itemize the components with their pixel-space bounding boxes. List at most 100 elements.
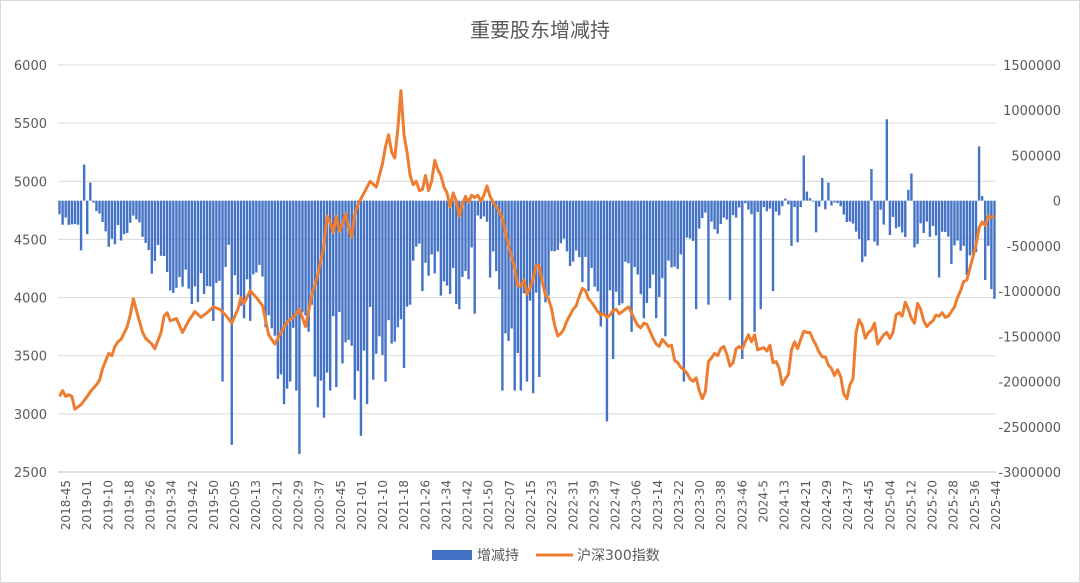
bar — [738, 200, 741, 208]
bar — [488, 200, 492, 278]
bar — [593, 200, 596, 287]
bar — [667, 200, 670, 261]
bar — [408, 200, 412, 305]
bar — [861, 200, 864, 263]
bar — [245, 200, 249, 280]
bar — [578, 200, 581, 258]
bar — [181, 200, 184, 287]
x-tick-label: 2021-26 — [418, 480, 432, 530]
bar — [356, 200, 360, 371]
bar — [162, 200, 166, 257]
bar — [544, 200, 547, 303]
bar — [781, 200, 784, 207]
bar — [242, 200, 246, 319]
bar — [531, 200, 535, 394]
bar — [771, 200, 775, 292]
bar — [651, 200, 655, 275]
bar — [633, 200, 636, 268]
bar — [661, 200, 664, 279]
bar — [399, 200, 403, 320]
bar — [215, 200, 218, 283]
y-right-tick-label: -2000000 — [998, 376, 1061, 391]
y-left-tick-label: 3000 — [14, 408, 47, 423]
x-tick-label: 2021-01 — [355, 480, 369, 530]
x-tick-label: 2019-26 — [144, 480, 158, 530]
bar — [833, 200, 836, 203]
bar — [845, 200, 849, 223]
bar — [528, 200, 532, 301]
bar — [885, 119, 889, 201]
bar — [159, 200, 163, 256]
bar — [744, 200, 747, 204]
bar — [575, 200, 578, 251]
bar — [805, 191, 809, 201]
bar — [196, 200, 200, 302]
bar — [415, 200, 418, 247]
bar — [645, 200, 649, 303]
x-tick-label: 2019-50 — [207, 480, 221, 530]
bar — [581, 200, 584, 283]
x-tick-label: 2025-36 — [968, 480, 982, 530]
bar — [430, 200, 433, 255]
bar — [338, 200, 341, 313]
bar — [365, 200, 369, 405]
bar — [156, 200, 160, 246]
x-tick-label: 2022-07 — [503, 480, 517, 530]
legend: 增减持 沪深300指数 — [432, 548, 660, 564]
x-tick-label: 2024-5 — [757, 480, 771, 523]
bar — [602, 200, 606, 313]
y-left-tick-label: 6000 — [14, 59, 47, 74]
bar — [590, 200, 593, 268]
bar — [922, 200, 925, 233]
bar — [236, 200, 240, 295]
bar — [187, 200, 190, 289]
bar — [89, 182, 92, 201]
bar — [587, 200, 590, 292]
bar — [968, 200, 972, 256]
bar — [904, 200, 907, 237]
bar — [864, 200, 867, 257]
line-series — [58, 89, 995, 411]
bar — [476, 200, 479, 216]
bar — [433, 200, 436, 274]
bar — [750, 200, 753, 215]
bar — [464, 200, 467, 271]
bar — [777, 200, 781, 216]
x-tick-label: 2023-22 — [672, 480, 686, 530]
bar — [285, 200, 289, 389]
x-tick-label: 2022-39 — [587, 480, 601, 530]
bar — [113, 200, 117, 245]
x-tick-label: 2024-37 — [841, 480, 855, 530]
x-tick-label: 2024-13 — [778, 480, 792, 530]
bar — [888, 200, 892, 236]
bar — [851, 200, 855, 224]
bar — [325, 200, 329, 373]
y-right-tick-label: -3000000 — [998, 466, 1061, 481]
bar — [971, 200, 975, 260]
y-right-tick-label: 1500000 — [1003, 59, 1061, 74]
bar — [172, 200, 175, 293]
bar — [92, 200, 95, 203]
bar — [328, 200, 332, 391]
bar — [82, 164, 86, 201]
bar — [867, 200, 870, 241]
bar — [694, 200, 698, 310]
bar — [611, 200, 615, 359]
bar — [768, 200, 772, 209]
bar — [495, 200, 498, 272]
bar — [701, 200, 704, 219]
bar — [368, 200, 372, 307]
y-right-tick-label: 0 — [1053, 195, 1061, 210]
x-axis: 2018-45 2019-01 2019-10 2019-18 2019-26 2019-… — [58, 471, 1003, 530]
x-tick-label: 2019-18 — [122, 480, 136, 530]
bar — [375, 200, 378, 354]
bar — [95, 200, 98, 212]
bar — [624, 200, 627, 262]
x-tick-label: 2025-04 — [883, 480, 897, 530]
bar — [76, 200, 80, 225]
bar — [448, 200, 452, 294]
bar — [556, 200, 559, 250]
bar — [691, 200, 695, 242]
y-right-tick-label: -1500000 — [998, 330, 1061, 345]
